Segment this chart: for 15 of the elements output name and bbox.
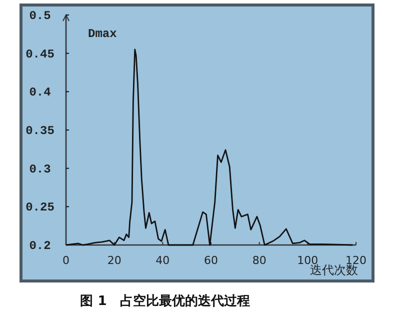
text: 图 1 占空比最优的迭代过程 [80,293,250,309]
y-tick-label: 0.25 [26,200,54,215]
x-tick-label: 80 [252,254,266,267]
y-axis-title: Dmax [88,27,117,41]
y-tick-label: 0.35 [26,124,54,138]
line-series [65,48,354,246]
x-tick-label: 60 [204,254,218,267]
y-tick-label: 0.45 [26,47,54,62]
y-tick-label: 0.5 [29,9,51,23]
y-tick-label: 0.3 [29,162,51,176]
y-tick-label: 0.4 [29,86,51,100]
y-tick-label: 0.2 [29,239,51,253]
x-tick-label: 0 [62,254,70,267]
x-tick-label: 40 [156,254,170,267]
x-tick-label: 20 [107,254,122,267]
